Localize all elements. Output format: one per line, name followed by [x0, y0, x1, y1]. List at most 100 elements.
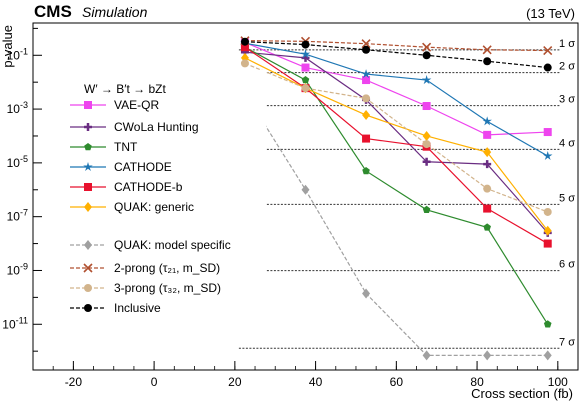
legend-label-cathode-b: CATHODE-b — [114, 180, 183, 194]
point-quak-generic — [483, 147, 492, 158]
point-cathode-b — [483, 204, 492, 213]
legend-marker-3-prong-m-sd — [84, 284, 92, 292]
point-quak-generic — [422, 130, 431, 141]
point-cathode-b — [362, 134, 371, 143]
legend-label-cathode: CATHODE — [114, 160, 172, 174]
point-inclusive — [362, 45, 371, 54]
legend-marker-2-prong-m-sd — [83, 263, 93, 273]
legend-marker-cathode-b — [84, 183, 92, 191]
point-tnt — [483, 223, 491, 231]
point-2-prong-m-sd — [361, 39, 371, 49]
legend-marker-quak-model-specific — [84, 240, 92, 250]
point-quak-model-specific — [301, 184, 310, 195]
legend-label-cwola-hunting: CWoLa Hunting — [114, 120, 199, 134]
point-tnt — [543, 320, 552, 328]
y-tick-label: 10-9 — [7, 261, 28, 277]
x-tick-label: 0 — [151, 375, 158, 389]
legend-label-2-prong-m-sd: 2-prong (τ₂₁, m_SD) — [114, 261, 220, 275]
point-inclusive — [483, 57, 492, 66]
legend-background — [66, 70, 266, 318]
sigma-2-label: 2 σ — [559, 61, 575, 73]
series-line-tnt — [244, 46, 549, 325]
sigma-1-label: 1 σ — [559, 38, 575, 50]
point-3-prong-m-sd — [422, 140, 431, 149]
point-3-prong-m-sd — [362, 94, 371, 103]
y-tick-label: 10-3 — [7, 100, 28, 116]
legend-marker-quak-generic — [84, 202, 92, 212]
legend-marker-vae-qr — [84, 101, 92, 109]
legend-label-3-prong-m-sd: 3-prong (τ₃₂, m_SD) — [114, 281, 221, 295]
legend-marker-cathode — [83, 162, 93, 172]
x-tick-label: -20 — [65, 375, 83, 389]
legend: VAE-QR CWoLa Hunting TNT CATHODE CATHODE-b QU… — [70, 98, 231, 315]
point-cathode — [300, 49, 311, 59]
series-line-3-prong-m-sd — [244, 62, 548, 213]
series-line-cwola-hunting — [244, 51, 549, 234]
axis-ticks: -20 0 20 40 60 80 100 10-1 10-3 10-5 10-7 10-9 10-11 — [2, 27, 579, 389]
point-3-prong-m-sd — [240, 59, 249, 68]
x-tick-label: 60 — [390, 375, 404, 389]
point-cathode — [542, 151, 553, 161]
series-line-cathode-b — [244, 46, 549, 245]
plot-frame — [32, 22, 579, 371]
sigma-7-label: 7 σ — [559, 336, 575, 348]
y-tick-label: 10-1 — [7, 46, 28, 62]
point-3-prong-m-sd — [543, 207, 552, 216]
point-vae-qr — [301, 63, 310, 72]
series-line-quak-model-specific — [244, 92, 548, 356]
point-2-prong-m-sd — [482, 45, 492, 55]
y-tick-label: 10-11 — [2, 315, 28, 331]
point-vae-qr — [422, 102, 431, 111]
point-quak-model-specific — [362, 288, 371, 299]
point-vae-qr — [362, 76, 371, 85]
point-inclusive — [301, 40, 310, 49]
series-line-quak-generic — [244, 57, 549, 232]
point-quak-model-specific — [483, 350, 492, 361]
point-inclusive — [422, 51, 431, 60]
x-tick-label: 20 — [228, 375, 242, 389]
sigma-6-label: 6 σ — [559, 259, 575, 271]
point-2-prong-m-sd — [543, 45, 553, 56]
sigma-4-label: 4 σ — [559, 137, 575, 149]
legend-marker-cwola-hunting — [84, 123, 92, 131]
point-quak-generic — [362, 110, 371, 121]
energy-label: (13 TeV) — [526, 6, 575, 21]
point-2-prong-m-sd — [422, 42, 432, 52]
point-cathode — [361, 69, 371, 79]
sigma-5-label: 5 σ — [559, 192, 575, 204]
point-inclusive — [543, 63, 552, 72]
legend-title: W′ → B′t → bZt — [84, 82, 167, 96]
legend-label-quak-generic: QUAK: generic — [114, 200, 194, 214]
series-line-cathode — [244, 42, 549, 157]
point-cathode — [482, 116, 492, 126]
y-axis-label: p-value — [0, 25, 15, 68]
x-tick-label: 80 — [470, 375, 484, 389]
legend-marker-inclusive — [84, 304, 92, 312]
sigma-3-label: 3 σ — [559, 94, 575, 106]
point-3-prong-m-sd — [483, 184, 492, 193]
series-line-inclusive — [244, 41, 548, 69]
point-inclusive — [240, 37, 249, 46]
x-axis-label: Cross section (fb) — [471, 386, 573, 401]
point-tnt — [422, 205, 431, 214]
qualifier-label: Simulation — [82, 4, 148, 20]
point-3-prong-m-sd — [301, 84, 310, 93]
point-cathode — [421, 75, 432, 85]
point-vae-qr — [483, 130, 492, 139]
legend-label-quak-model-specific: QUAK: model specific — [114, 238, 231, 252]
experiment-label: CMS — [34, 2, 72, 21]
point-vae-qr — [543, 128, 552, 137]
legend-marker-tnt — [84, 143, 92, 151]
y-tick-label: 10-5 — [7, 154, 28, 170]
legend-label-inclusive: Inclusive — [114, 301, 161, 315]
point-cwola-hunting — [483, 160, 492, 169]
point-quak-model-specific — [422, 350, 431, 361]
sigma-lines: 1 σ 2 σ 3 σ 4 σ 5 σ 6 σ 7 σ — [238, 38, 575, 349]
series-line-vae-qr — [244, 41, 548, 136]
legend-label-vae-qr: VAE-QR — [114, 98, 159, 112]
y-tick-label: 10-7 — [7, 208, 28, 224]
x-tick-label: 40 — [309, 375, 323, 389]
point-cathode-b — [240, 43, 249, 52]
series-line-2-prong-m-sd — [244, 40, 548, 52]
